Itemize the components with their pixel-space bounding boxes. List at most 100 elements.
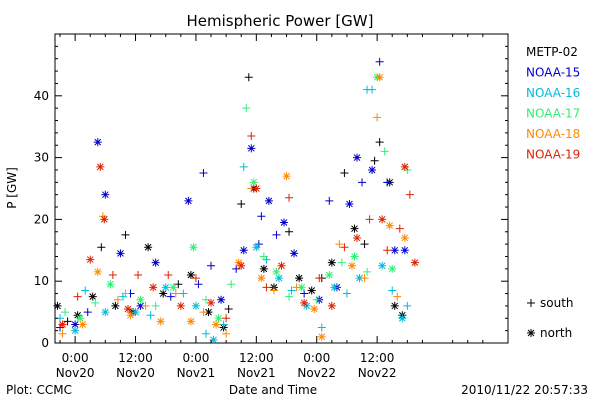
x-tick-date: Nov22: [297, 366, 336, 380]
data-point-south: [91, 298, 100, 307]
data-point-south: [174, 280, 183, 289]
plot-area: [53, 33, 509, 344]
data-point-north: [355, 274, 364, 283]
data-point-south: [134, 271, 143, 280]
data-point-south: [292, 283, 301, 292]
data-point-south: [527, 299, 535, 307]
data-point-north: [310, 305, 319, 314]
plot-credit: Plot: CCMC: [6, 383, 72, 397]
data-point-south: [365, 215, 374, 224]
data-point-south: [337, 258, 346, 267]
data-point-south: [272, 230, 281, 239]
legend: METP-02 NOAA-15 NOAA-16 NOAA-17 NOAA-18 NOAA-…: [526, 45, 580, 162]
data-point-north: [347, 261, 356, 270]
data-point-south: [202, 295, 210, 304]
legend-item: NOAA-16: [526, 86, 580, 100]
data-point-north: [184, 196, 193, 205]
data-point-north: [277, 261, 286, 270]
data-point-north: [350, 252, 359, 261]
data-point-north: [186, 317, 195, 326]
data-point-north: [390, 246, 399, 255]
data-point-north: [257, 274, 266, 283]
data-point-south: [325, 196, 334, 205]
y-axis: 0 10 20 30 40: [34, 33, 508, 350]
data-point-north: [126, 311, 135, 320]
x-tick-date: Nov22: [358, 366, 397, 380]
data-point-south: [375, 138, 384, 147]
data-point-north: [111, 301, 120, 310]
data-point-south: [340, 243, 349, 252]
data-point-north: [217, 295, 226, 304]
data-point-south: [383, 246, 392, 255]
data-point-north: [252, 184, 261, 193]
data-point-north: [71, 326, 80, 335]
x-tick-date: Nov20: [56, 366, 95, 380]
data-point-south: [370, 156, 379, 165]
x-tick-time: 0:00: [182, 351, 209, 365]
marker-legend: south north: [527, 296, 574, 340]
data-point-north: [274, 274, 283, 283]
data-point-south: [113, 295, 122, 304]
data-point-south: [395, 224, 404, 233]
data-point-north: [116, 249, 125, 258]
data-point-south: [285, 227, 294, 236]
data-point-north: [353, 233, 361, 242]
data-point-south: [360, 274, 369, 283]
data-point-north: [290, 249, 299, 258]
data-point-south: [61, 308, 70, 317]
data-point-south: [393, 292, 402, 301]
data-point-south: [342, 289, 351, 298]
data-point-south: [146, 311, 155, 320]
data-point-south: [202, 329, 210, 338]
data-point-north: [204, 308, 213, 317]
data-point-south: [194, 280, 203, 289]
data-point-south: [383, 178, 392, 187]
data-point-north: [280, 218, 289, 227]
data-point-north: [527, 329, 535, 337]
data-point-south: [373, 113, 382, 122]
data-point-south: [285, 193, 294, 202]
data-point-north: [330, 283, 339, 292]
y-tick-label: 40: [34, 89, 49, 103]
series-noaa-19: [58, 131, 419, 329]
data-point-north: [353, 153, 361, 162]
data-point-north: [398, 314, 407, 323]
data-point-south: [191, 274, 200, 283]
data-point-south: [239, 162, 248, 171]
x-tick-time: 0:00: [62, 351, 89, 365]
data-point-north: [86, 255, 95, 264]
data-point-north: [161, 283, 170, 292]
data-point-north: [327, 301, 336, 310]
data-point-north: [297, 283, 306, 292]
data-point-north: [400, 233, 409, 242]
data-point-north: [375, 73, 384, 82]
x-tick-time: 12:00: [360, 351, 395, 365]
data-point-north: [136, 301, 145, 310]
data-point-south: [403, 301, 412, 310]
data-point-north: [58, 320, 67, 329]
legend-item: NOAA-18: [526, 127, 580, 141]
data-point-north: [368, 165, 377, 174]
data-point-south: [269, 286, 278, 295]
data-point-north: [307, 286, 316, 295]
data-point-north: [272, 267, 281, 276]
data-point-south: [315, 274, 324, 283]
data-point-north: [259, 264, 268, 273]
data-point-south: [388, 286, 397, 295]
data-point-south: [199, 308, 208, 317]
x-tick-date: Nov20: [116, 366, 155, 380]
data-point-north: [378, 215, 387, 224]
data-point-north: [247, 144, 256, 153]
data-point-north: [400, 246, 409, 255]
x-tick-time: 12:00: [239, 351, 274, 365]
data-point-north: [144, 243, 153, 252]
data-point-north: [106, 280, 115, 289]
data-point-south: [312, 295, 321, 304]
data-point-south: [83, 308, 92, 317]
chart-title: Hemispheric Power [GW]: [187, 12, 374, 30]
x-axis-label: Date and Time: [229, 383, 317, 397]
data-point-north: [101, 308, 110, 317]
y-tick-label: 20: [34, 212, 49, 226]
data-point-north: [136, 295, 145, 304]
series-noaa-17: [61, 73, 412, 323]
